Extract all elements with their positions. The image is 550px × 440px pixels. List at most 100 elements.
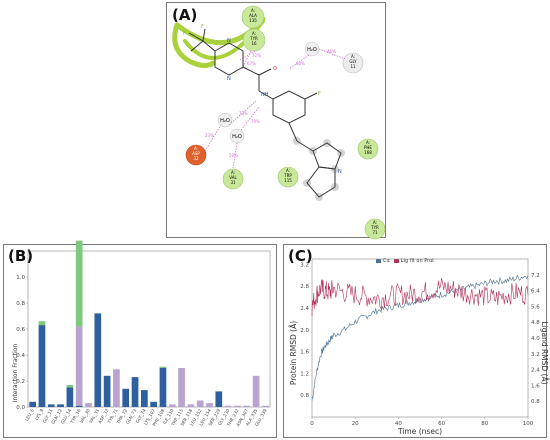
bar-water-bridges-glu_14 — [67, 385, 74, 388]
residue-phe168: A: PHE 168 — [358, 139, 378, 159]
y-tick-label: 2.8 — [300, 284, 309, 290]
y-tick-label: 2.4 — [300, 306, 309, 312]
bar-hydrophobic-val_30 — [85, 403, 92, 407]
y2-tick-label: 4.8 — [531, 320, 540, 326]
svg-text:32: 32 — [193, 156, 199, 161]
svg-text:H₂O: H₂O — [307, 47, 317, 53]
x-tick-label: 100 — [523, 421, 534, 427]
y-axis-title: Protein RMSD (Å) — [289, 321, 298, 385]
svg-text:H₂O: H₂O — [232, 134, 242, 140]
bar-hydrophobic-leu_154 — [206, 403, 213, 407]
svg-text:135: 135 — [249, 18, 257, 23]
atom-nh: NH — [261, 92, 269, 98]
y2-tick-label: 6.4 — [531, 289, 540, 295]
pct-6: 73% — [239, 111, 248, 116]
residue-gly11: A: GLY 11 — [343, 53, 363, 73]
x-tick-label: 80 — [481, 421, 488, 427]
y2-tick-label: 3.2 — [531, 352, 540, 358]
residue-trp115: A: TRP 115 — [278, 167, 298, 187]
bar-h-bonds-gln_73 — [132, 377, 139, 407]
bar-hydrophobic-trp_115 — [178, 368, 185, 407]
bar-h-bonds-gly_11 — [48, 404, 55, 407]
bar-h-bonds-gly_74 — [141, 390, 148, 407]
y-tick-label: 1.6 — [300, 350, 309, 356]
interaction-fraction-chart: 0.00.20.40.60.81.0 LEU_6LYS_9GLY_11GLN_1… — [4, 245, 278, 439]
svg-text:31: 31 — [230, 180, 236, 185]
y2-tick-label: 5.6 — [531, 304, 540, 310]
y-tick-label: 1.2 — [300, 371, 309, 377]
ligand-structure — [189, 29, 341, 197]
bar-hydrophobic-leu_152 — [197, 401, 204, 408]
rmsd-chart: 0.8 1.2 1.6 2.0 2.4 2.8 3.2 0.8 1.6 2.4 3.2 4.0 4.8… — [284, 245, 548, 439]
atom-n2: N — [227, 76, 231, 82]
svg-text:11: 11 — [350, 64, 356, 69]
bar-hydrophobic-tyr_71 — [113, 369, 120, 407]
pct-1: 72% — [252, 53, 261, 58]
atom-f1: F — [201, 24, 204, 30]
atom-f2: F — [183, 31, 186, 37]
x-axis-title: Time (nsec) — [397, 427, 442, 436]
atom-o: O — [273, 66, 277, 72]
pct-5: 23% — [205, 133, 214, 138]
water-2: H₂O — [218, 113, 232, 127]
svg-text:71: 71 — [372, 230, 378, 235]
bar-water-bridges-tyr_16 — [76, 241, 83, 327]
pct-7: 59% — [229, 153, 238, 158]
bar-h-bonds-val_31 — [94, 313, 101, 407]
bar-h-bonds-lys_9 — [39, 325, 46, 407]
svg-text:H₂O: H₂O — [220, 118, 230, 124]
pct-8: 70% — [251, 119, 260, 124]
bar-h-bonds-gln_12 — [57, 404, 64, 407]
x-tick-label: LEU_6 — [24, 408, 36, 423]
y-axis-title: Interaction Fraction — [12, 344, 19, 403]
bar-water-bridges-lys_9 — [39, 321, 46, 325]
pct-2: 67% — [247, 61, 256, 66]
bar-h-bonds-phe_108 — [160, 368, 167, 407]
y2-tick-label: 0.8 — [531, 399, 540, 405]
bar-water-bridges-phe_108 — [160, 367, 167, 368]
svg-text:168: 168 — [364, 150, 372, 155]
y-tick-label: 1.0 — [16, 275, 25, 281]
bar-h-bonds-glu_14 — [67, 388, 74, 408]
bar-h-bonds-asp_32 — [104, 376, 111, 407]
x-tick-label: 0 — [310, 421, 314, 427]
bar-h-bonds-thr_72 — [122, 389, 129, 407]
atom-f3: F — [318, 91, 321, 97]
y-tick-label: 3.2 — [300, 262, 309, 268]
ligand-interaction-panel: (A) A: ALA 135 A: TYR 16 A: GLY 11 A: PH… — [166, 2, 386, 238]
ligand-interaction-diagram: A: ALA 135 A: TYR 16 A: GLY 11 A: PHE 16… — [167, 3, 387, 239]
x-tick-label: 20 — [352, 421, 359, 427]
y-tick-label: 0.8 — [300, 393, 309, 399]
bar-h-bonds-tyr_16 — [76, 406, 83, 407]
series-line-ca — [312, 275, 528, 400]
y-tick-label: 0.0 — [16, 405, 25, 411]
pct-3: 46% — [327, 49, 336, 54]
bar-h-bonds-lys_107 — [150, 402, 157, 407]
bar-hydrophobic-glu_339 — [262, 406, 269, 407]
residue-ala135: A: ALA 135 — [242, 6, 264, 28]
bar-hydrophobic-gly_230 — [225, 406, 232, 407]
y2-tick-label: 4.0 — [531, 336, 540, 342]
atom-n1: N — [227, 38, 231, 44]
y2-axis-title: Ligand RMSD (Å) — [540, 321, 549, 384]
residue-val31: A: VAL 31 — [223, 169, 243, 189]
y-tick-label: 0.6 — [16, 327, 25, 333]
interaction-fraction-panel: (B) 0.0 0.2 0.4 0.6 0.8 1.0 LEU_6 LYS_9 GLY_11 G… — [3, 244, 277, 438]
y-tick-label: 2.0 — [300, 328, 309, 334]
bar-hydrophobic-tyr_16 — [76, 326, 83, 405]
bar-hydrophobic-ala_335 — [253, 376, 260, 407]
water-1: H₂O — [305, 42, 319, 56]
bar-hydrophobic-ser_118 — [188, 404, 195, 407]
water-3: H₂O — [230, 129, 244, 143]
svg-text:16: 16 — [251, 41, 257, 46]
y2-tick-label: 2.4 — [531, 368, 540, 374]
bar-h-bonds-ser_229 — [215, 391, 222, 407]
residue-tyr16: A: TYR 16 — [243, 29, 265, 51]
pct-4: 60% — [296, 61, 305, 66]
bar-hydrophobic-thr_232 — [234, 406, 241, 407]
bar-hydrophobic-ile_110 — [169, 404, 176, 407]
y-tick-label: 0.8 — [16, 301, 25, 307]
bar-h-bonds-leu_6 — [29, 402, 36, 407]
series-line-ligand — [312, 278, 528, 316]
rmsd-panel: (C) Cα Lig fit on Prot 0.8 1.2 1.6 2.0 2.4 2.… — [283, 244, 547, 438]
